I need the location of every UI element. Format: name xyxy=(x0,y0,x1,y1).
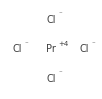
Text: Cl: Cl xyxy=(46,15,56,25)
Text: Cl: Cl xyxy=(46,74,56,84)
Text: Cl: Cl xyxy=(13,44,22,55)
Text: ⁻: ⁻ xyxy=(24,41,28,47)
Text: Pr: Pr xyxy=(46,44,56,55)
Text: Cl: Cl xyxy=(80,44,89,55)
Text: +4: +4 xyxy=(58,41,68,47)
Text: ⁻: ⁻ xyxy=(92,41,96,47)
Text: ⁻: ⁻ xyxy=(58,71,62,77)
Text: ⁻: ⁻ xyxy=(58,11,62,17)
